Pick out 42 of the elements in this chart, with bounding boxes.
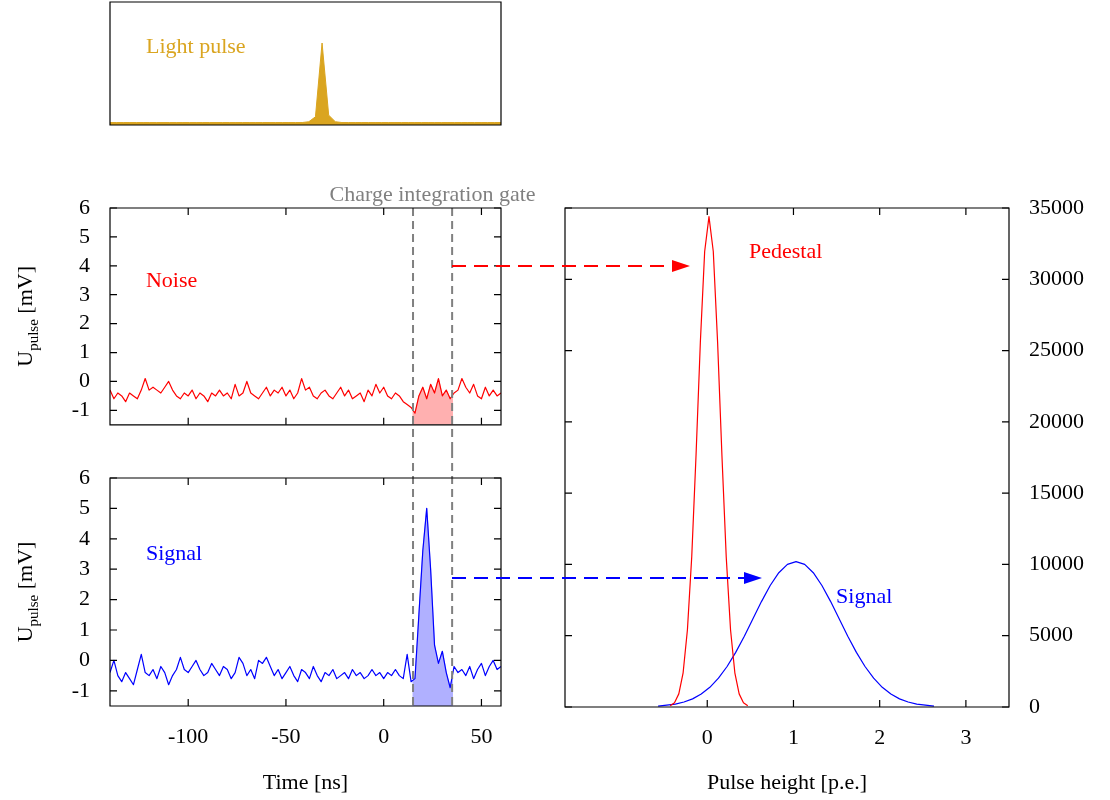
y-tick-label: 4: [79, 251, 90, 277]
y-tick-label: 1: [79, 338, 90, 364]
x-axis-title: Time [ns]: [262, 768, 349, 794]
x-tick-label: 0: [378, 722, 390, 748]
text: Signal: [145, 540, 203, 566]
x-tick-label: 3: [960, 723, 972, 749]
y-tick-label: -1: [71, 396, 90, 422]
y-tick-label: 3: [79, 554, 90, 580]
y2-tick-label: 35000: [1029, 193, 1084, 219]
text: Noise: [145, 266, 198, 292]
y2-tick-label: 25000: [1029, 336, 1084, 362]
y2-tick-label: 0: [1029, 692, 1040, 718]
y-tick-label: 6: [79, 193, 90, 219]
y-tick-label: 2: [79, 309, 90, 335]
x-tick-label: 0: [701, 723, 713, 749]
y-tick-label: 4: [79, 524, 90, 550]
y-tick-label: 1: [79, 615, 90, 641]
x-tick-label: -100: [168, 722, 209, 748]
series-label: Pedestal: [748, 238, 823, 264]
y-tick-label: 6: [79, 463, 90, 489]
x-tick-label: -50: [271, 722, 301, 748]
y-tick-label: -1: [71, 676, 90, 702]
y-tick-label: 5: [79, 494, 90, 520]
x-tick-label: 50: [470, 722, 493, 748]
y-axis-title: Upulse [mV]: [12, 541, 41, 643]
series-label: Signal: [836, 583, 893, 609]
y-tick-label: 0: [79, 646, 90, 672]
y-tick-label: 0: [79, 367, 90, 393]
y2-tick-label: 10000: [1029, 550, 1084, 576]
x-tick-label: 2: [874, 723, 886, 749]
y-axis-title: Upulse [mV]: [12, 266, 41, 367]
y2-tick-label: 20000: [1029, 407, 1084, 433]
ref-line-label: Charge integration gate: [329, 180, 536, 206]
y-tick-label: 5: [79, 222, 90, 248]
x-tick-label: 1: [787, 723, 799, 749]
y-tick-label: 3: [79, 280, 90, 306]
text: Light pulse: [145, 32, 246, 58]
y2-tick-label: 15000: [1029, 478, 1084, 504]
x-axis-title: Pulse height [p.e.]: [706, 768, 868, 794]
y-tick-label: 2: [79, 585, 90, 611]
y2-tick-label: 30000: [1029, 265, 1084, 291]
y2-tick-label: 5000: [1029, 621, 1073, 647]
